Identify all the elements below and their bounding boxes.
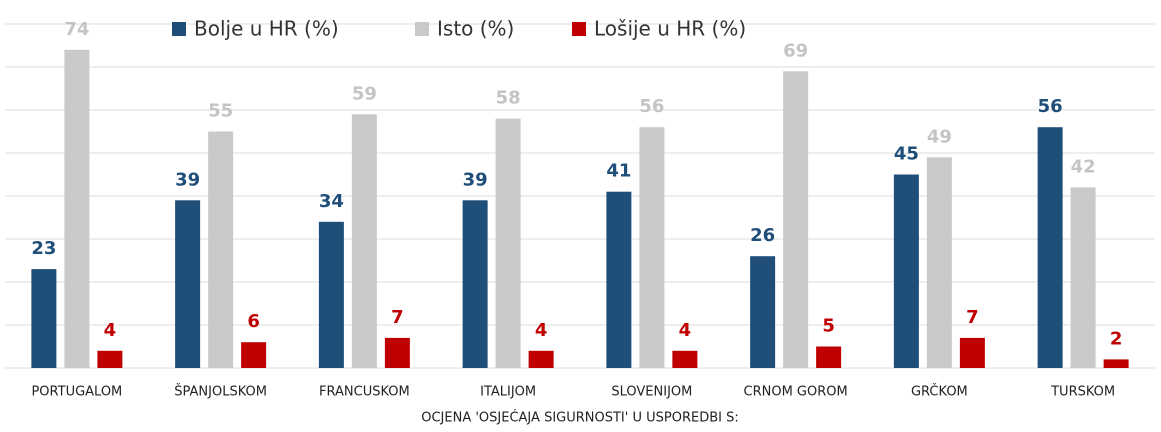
- data-label: 7: [391, 307, 404, 328]
- bar: [606, 191, 632, 368]
- bar: [97, 350, 123, 368]
- x-tick-label: GRČKOM: [911, 384, 968, 400]
- data-label: 26: [750, 225, 775, 246]
- bar: [462, 200, 488, 368]
- data-label: 56: [639, 96, 664, 117]
- data-label: 2: [1110, 328, 1123, 349]
- bar: [241, 342, 267, 368]
- x-tick-label: SLOVENIJOM: [611, 385, 692, 400]
- x-tick-label: PORTUGALOM: [31, 385, 122, 400]
- bar: [893, 174, 919, 368]
- bar: [495, 118, 521, 368]
- data-label: 23: [31, 238, 56, 259]
- data-label: 58: [496, 88, 521, 109]
- legend-label: Lošije u HR (%): [594, 17, 746, 41]
- data-label: 5: [822, 316, 835, 337]
- data-label: 39: [463, 169, 488, 190]
- data-label: 34: [319, 191, 344, 212]
- x-tick-label: FRANCUSKOM: [319, 385, 410, 400]
- bar: [750, 256, 776, 368]
- data-label: 56: [1038, 96, 1063, 117]
- data-label: 4: [535, 320, 548, 341]
- legend-label: Bolje u HR (%): [194, 17, 339, 41]
- x-tick-label: TURSKOM: [1050, 385, 1115, 400]
- x-tick-label: CRNOM GOROM: [744, 385, 848, 400]
- x-tick-label: ITALIJOM: [480, 385, 536, 400]
- legend-swatch: [572, 22, 586, 36]
- x-axis-label: OCJENA 'OSJEĆAJA SIGURNOSTI' U USPOREDBI…: [421, 410, 738, 426]
- bar: [639, 127, 665, 368]
- data-label: 6: [247, 311, 260, 332]
- data-label: 55: [208, 101, 233, 122]
- bar: [1037, 127, 1063, 368]
- bar: [959, 337, 985, 368]
- data-label: 41: [606, 161, 631, 182]
- data-label: 4: [104, 320, 117, 341]
- bar: [528, 350, 554, 368]
- bar: [384, 337, 410, 368]
- bar: [31, 269, 57, 368]
- data-label: 45: [894, 144, 919, 165]
- bar: [1070, 187, 1096, 368]
- data-label: 4: [679, 320, 692, 341]
- bar: [64, 49, 90, 369]
- data-label: 7: [966, 307, 979, 328]
- bar: [1103, 359, 1129, 368]
- data-label: 39: [175, 169, 200, 190]
- data-label: 74: [64, 19, 89, 40]
- bar: [318, 221, 344, 368]
- data-label: 42: [1071, 156, 1096, 177]
- data-label: 69: [783, 40, 808, 61]
- bar: [816, 346, 842, 368]
- data-label: 59: [352, 83, 377, 104]
- legend-swatch: [172, 22, 186, 36]
- bar: [783, 71, 809, 369]
- bar: [351, 114, 377, 368]
- bar: [926, 157, 952, 368]
- data-label: 49: [927, 126, 952, 147]
- bar: [672, 350, 698, 368]
- bar: [175, 200, 201, 368]
- legend-swatch: [415, 22, 429, 36]
- bar: [208, 131, 234, 368]
- legend-label: Isto (%): [437, 17, 514, 41]
- x-tick-label: ŠPANJOLSKOM: [174, 384, 267, 400]
